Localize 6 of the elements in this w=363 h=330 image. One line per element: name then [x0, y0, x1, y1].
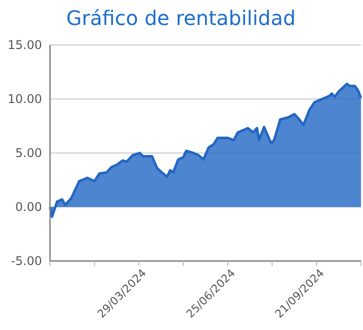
y-tick-label: 0.00 — [15, 200, 42, 214]
y-tick-label: 10.00 — [8, 92, 42, 106]
chart-title: Gráfico de rentabilidad — [66, 6, 296, 30]
y-tick-label: 15.00 — [8, 38, 42, 52]
y-tick-label: -5.00 — [10, 254, 42, 268]
y-tick-label: 5.00 — [15, 146, 42, 160]
